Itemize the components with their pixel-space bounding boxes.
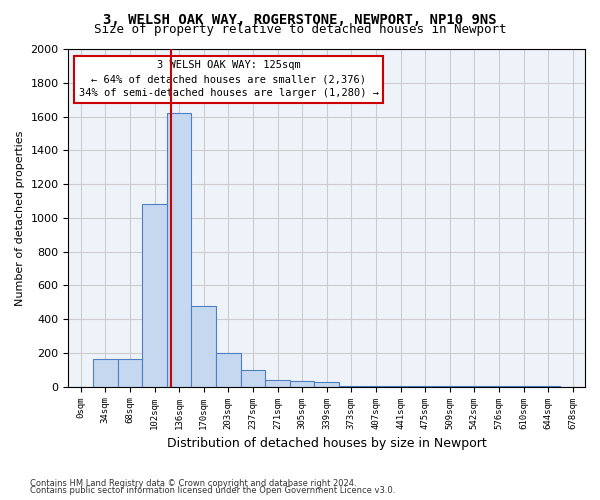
Bar [167,113,191,386]
Bar [93,359,118,386]
Text: Contains public sector information licensed under the Open Government Licence v3: Contains public sector information licen… [30,486,395,495]
Text: Contains HM Land Registry data © Crown copyright and database right 2024.: Contains HM Land Registry data © Crown c… [30,478,356,488]
Bar [265,380,290,386]
Text: Size of property relative to detached houses in Newport: Size of property relative to detached ho… [94,22,506,36]
Bar [290,381,314,386]
Bar [314,382,339,386]
Text: 3, WELSH OAK WAY, ROGERSTONE, NEWPORT, NP10 9NS: 3, WELSH OAK WAY, ROGERSTONE, NEWPORT, N… [103,12,497,26]
Bar [241,370,265,386]
Bar [142,204,167,386]
X-axis label: Distribution of detached houses by size in Newport: Distribution of detached houses by size … [167,437,487,450]
Text: 3 WELSH OAK WAY: 125sqm
← 64% of detached houses are smaller (2,376)
34% of semi: 3 WELSH OAK WAY: 125sqm ← 64% of detache… [79,60,379,98]
Bar [216,353,241,386]
Bar [191,306,216,386]
Bar [118,359,142,386]
Y-axis label: Number of detached properties: Number of detached properties [15,130,25,306]
